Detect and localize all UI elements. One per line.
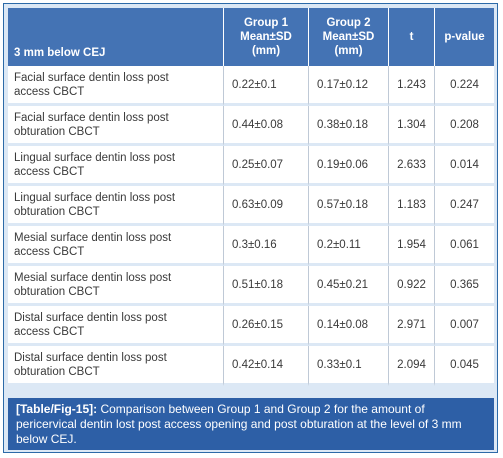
header-location: 3 mm below CEJ (8, 8, 224, 66)
group2-value-cell: 0.57±0.18 (309, 186, 389, 226)
group1-value-cell: 0.63±0.09 (224, 186, 309, 226)
group2-value-cell: 0.17±0.12 (309, 66, 389, 106)
group1-value-cell: 0.25±0.07 (224, 146, 309, 186)
row-label-line2: obturation CBCT (14, 285, 100, 298)
table-row: Mesial surface dentin loss post access CB… (8, 226, 494, 266)
p-value-cell: 0.208 (435, 106, 494, 146)
header-group2: Group 2 Mean±SD (mm) (309, 8, 389, 66)
figure-caption: [Table/Fig-15]: Comparison between Group… (8, 398, 494, 450)
t-value-cell: 0.922 (389, 266, 435, 306)
t-value-cell: 2.094 (389, 346, 435, 386)
row-label-line2: obturation CBCT (14, 205, 100, 218)
table-row: Facial surface dentin loss post obturatio… (8, 106, 494, 146)
table-figure: 3 mm below CEJ Group 1 Mean±SD (mm) Grou… (3, 3, 498, 453)
group1-value-cell: 0.42±0.14 (224, 346, 309, 386)
t-value-cell: 2.633 (389, 146, 435, 186)
t-value-cell: 1.243 (389, 66, 435, 106)
p-value-cell: 0.014 (435, 146, 494, 186)
group2-value-cell: 0.14±0.08 (309, 306, 389, 346)
t-value-cell: 1.954 (389, 226, 435, 266)
t-value-cell: 2.971 (389, 306, 435, 346)
row-label-line1: Distal surface dentin loss post (14, 351, 167, 364)
p-value-cell: 0.365 (435, 266, 494, 306)
group2-value-cell: 0.33±0.1 (309, 346, 389, 386)
group2-value-cell: 0.45±0.21 (309, 266, 389, 306)
row-label-cell: Mesial surface dentin loss post access CB… (8, 226, 224, 266)
row-label-line1: Facial surface dentin loss post (14, 111, 169, 124)
group2-value-cell: 0.19±0.06 (309, 146, 389, 186)
table-row: Distal surface dentin loss post access CB… (8, 306, 494, 346)
group1-value-cell: 0.44±0.08 (224, 106, 309, 146)
caption-tag: [Table/Fig-15]: (16, 402, 98, 416)
header-group2-line3: (mm) (334, 45, 363, 57)
group2-value-cell: 0.38±0.18 (309, 106, 389, 146)
row-label-cell: Mesial surface dentin loss post obturatio… (8, 266, 224, 306)
header-row: 3 mm below CEJ Group 1 Mean±SD (mm) Grou… (8, 8, 494, 66)
t-value-cell: 1.183 (389, 186, 435, 226)
row-label-line1: Mesial surface dentin loss post (14, 271, 172, 284)
header-group2-line1: Group 2 (326, 17, 371, 29)
group1-value-cell: 0.51±0.18 (224, 266, 309, 306)
row-label-cell: Facial surface dentin loss post obturatio… (8, 106, 224, 146)
group1-value-cell: 0.22±0.1 (224, 66, 309, 106)
row-label-line2: access CBCT (14, 245, 85, 258)
header-group1-line3: (mm) (251, 45, 281, 57)
p-value-cell: 0.061 (435, 226, 494, 266)
table-row: Facial surface dentin loss post access CB… (8, 66, 494, 106)
header-group2-line2: Mean±SD (322, 31, 375, 43)
row-label-line2: obturation CBCT (14, 125, 100, 138)
row-label-cell: Distal surface dentin loss post access CB… (8, 306, 224, 346)
table-row: Lingual surface dentin loss post obturati… (8, 186, 494, 226)
group2-value-cell: 0.2±0.11 (309, 226, 389, 266)
row-label-line2: access CBCT (14, 165, 85, 178)
row-label-line1: Lingual surface dentin loss post (14, 151, 176, 164)
header-p-value: p-value (435, 8, 494, 66)
header-t: t (389, 8, 435, 66)
row-label-line2: access CBCT (14, 325, 85, 338)
row-label-cell: Lingual surface dentin loss post access C… (8, 146, 224, 186)
row-label-line2: obturation CBCT (14, 365, 100, 378)
table-row: Distal surface dentin loss post obturatio… (8, 346, 494, 386)
p-value-cell: 0.045 (435, 346, 494, 386)
row-label-cell: Facial surface dentin loss post access CB… (8, 66, 224, 106)
row-label-line1: Facial surface dentin loss post (14, 71, 169, 84)
p-value-cell: 0.224 (435, 66, 494, 106)
group1-value-cell: 0.3±0.16 (224, 226, 309, 266)
header-group1: Group 1 Mean±SD (mm) (224, 8, 309, 66)
row-label-cell: Distal surface dentin loss post obturatio… (8, 346, 224, 386)
table-row: Mesial surface dentin loss post obturatio… (8, 266, 494, 306)
header-group1-line2: Mean±SD (240, 31, 292, 43)
group1-value-cell: 0.26±0.15 (224, 306, 309, 346)
row-label-line1: Distal surface dentin loss post (14, 311, 167, 324)
p-value-cell: 0.247 (435, 186, 494, 226)
header-group1-line1: Group 1 (243, 17, 289, 29)
row-label-line1: Lingual surface dentin loss post (14, 191, 176, 204)
caption-text: Comparison between Group 1 and Group 2 f… (16, 402, 462, 446)
p-value-cell: 0.007 (435, 306, 494, 346)
t-value-cell: 1.304 (389, 106, 435, 146)
row-label-line1: Mesial surface dentin loss post (14, 231, 172, 244)
data-table: 3 mm below CEJ Group 1 Mean±SD (mm) Grou… (8, 8, 494, 386)
table-row: Lingual surface dentin loss post access C… (8, 146, 494, 186)
row-label-cell: Lingual surface dentin loss post obturati… (8, 186, 224, 226)
row-label-line2: access CBCT (14, 85, 85, 98)
